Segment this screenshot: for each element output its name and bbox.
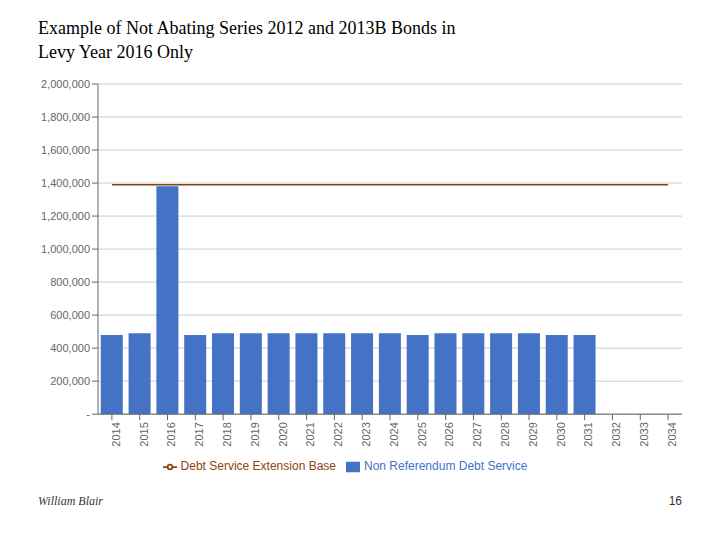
svg-text:2024: 2024	[388, 422, 400, 446]
svg-text:2021: 2021	[304, 422, 316, 446]
svg-text:800,000: 800,000	[50, 276, 90, 288]
svg-text:2031: 2031	[582, 422, 594, 446]
svg-text:1,600,000: 1,600,000	[41, 144, 90, 156]
svg-text:2015: 2015	[138, 422, 150, 446]
svg-text:2030: 2030	[555, 422, 567, 446]
html-text:William Blair: William Blair	[38, 494, 103, 508]
svg-text:1,000,000: 1,000,000	[41, 243, 90, 255]
svg-text:2017: 2017	[193, 422, 205, 446]
svg-text:2028: 2028	[499, 422, 511, 446]
html-text:Non Referendum Debt Service: Non Referendum Debt Service	[364, 459, 528, 474]
svg-text:1,200,000: 1,200,000	[41, 210, 90, 222]
html-text:Debt Service Extension Base: Debt Service Extension Base	[180, 459, 336, 474]
svg-text:2026: 2026	[443, 422, 455, 446]
svg-text:2016: 2016	[165, 422, 177, 446]
svg-text:200,000: 200,000	[50, 375, 90, 387]
svg-text:600,000: 600,000	[50, 309, 90, 321]
html-text:Levy Year 2016 Only: Levy Year 2016 Only	[38, 42, 193, 62]
svg-text:2020: 2020	[277, 422, 289, 446]
svg-text:2029: 2029	[527, 422, 539, 446]
svg-text:2019: 2019	[249, 422, 261, 446]
svg-text:2034: 2034	[666, 422, 678, 446]
svg-text:-: -	[86, 408, 90, 420]
svg-text:2032: 2032	[610, 422, 622, 446]
html-text:Example of Not Abating Series: Example of Not Abating Series 2012 and 2…	[38, 18, 456, 38]
svg-text:2023: 2023	[360, 422, 372, 446]
svg-text:2018: 2018	[221, 422, 233, 446]
html-text:16: 16	[668, 494, 682, 508]
svg-text:2027: 2027	[471, 422, 483, 446]
svg-text:2022: 2022	[332, 422, 344, 446]
svg-text:400,000: 400,000	[50, 342, 90, 354]
svg-text:2014: 2014	[110, 422, 122, 446]
svg-text:2033: 2033	[638, 422, 650, 446]
svg-text:2025: 2025	[416, 422, 428, 446]
svg-text:2,000,000: 2,000,000	[41, 78, 90, 90]
svg-text:1,400,000: 1,400,000	[41, 177, 90, 189]
svg-text:1,800,000: 1,800,000	[41, 111, 90, 123]
